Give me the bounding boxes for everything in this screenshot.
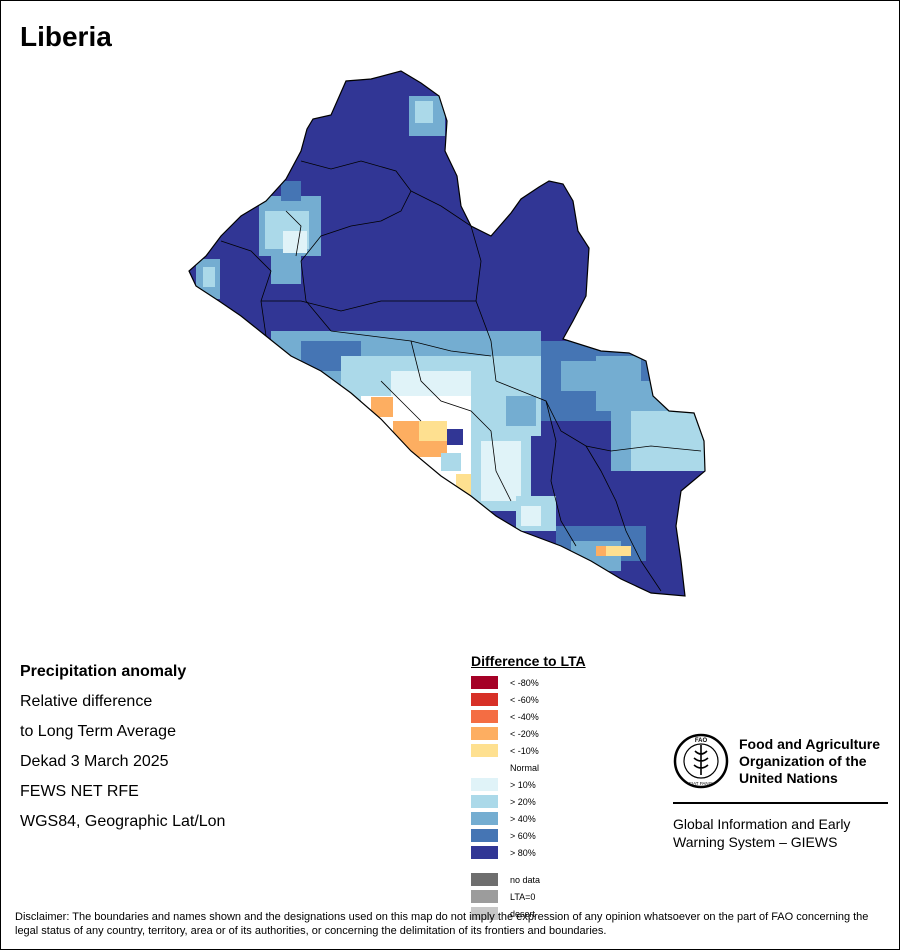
legend-label: < -10% <box>510 745 539 756</box>
anomaly-patch <box>203 267 215 287</box>
liberia-anomaly-map <box>188 70 706 597</box>
anomaly-patch <box>631 411 705 471</box>
info-line: to Long Term Average <box>20 723 176 740</box>
legend-swatch <box>471 744 498 757</box>
legend-item: no data <box>471 871 671 888</box>
map-title: Liberia <box>20 21 112 52</box>
anomaly-patch <box>447 429 463 445</box>
county-boundary <box>261 300 476 312</box>
info-line: WGS84, Geographic Lat/Lon <box>20 813 226 830</box>
legend-label: > 10% <box>510 779 536 790</box>
fao-divider <box>673 802 888 804</box>
legend: Difference to LTA < -80% < -60% < -40% < -2… <box>471 653 671 922</box>
legend-swatch <box>471 890 498 903</box>
legend-swatch <box>471 693 498 706</box>
county-boundaries <box>220 160 702 592</box>
legend-item: > 20% <box>471 793 671 810</box>
legend-items: < -80% < -60% < -40% < -20% < -10% Normal > 10… <box>471 674 671 861</box>
county-boundary <box>410 340 512 502</box>
county-boundary <box>285 210 302 257</box>
legend-label: < -40% <box>510 711 539 722</box>
anomaly-patch <box>506 396 536 426</box>
disclaimer: Disclaimer: The boundaries and names sho… <box>15 911 869 937</box>
info-line: Dekad 3 March 2025 <box>20 753 169 770</box>
legend-item: < -60% <box>471 691 671 708</box>
county-boundary <box>545 400 577 547</box>
legend-swatch <box>471 829 498 842</box>
legend-swatch <box>471 761 498 774</box>
legend-item: > 80% <box>471 844 671 861</box>
county-boundary <box>300 160 412 332</box>
legend-swatch <box>471 727 498 740</box>
giews-line: Global Information and Early <box>673 816 851 832</box>
legend-item: < -40% <box>471 708 671 725</box>
fao-logo-text: FAO <box>695 738 708 744</box>
fao-name: Food and Agriculture Organization of the… <box>739 736 889 787</box>
legend-swatch <box>471 795 498 808</box>
legend-item: Normal <box>471 759 671 776</box>
legend-label: < -20% <box>510 728 539 739</box>
legend-swatch <box>471 710 498 723</box>
legend-title: Difference to LTA <box>471 653 586 669</box>
legend-item: LTA=0 <box>471 888 671 905</box>
county-boundary <box>220 240 272 337</box>
legend-swatch <box>471 846 498 859</box>
legend-item: > 60% <box>471 827 671 844</box>
info-heading: Precipitation anomaly <box>20 663 187 680</box>
legend-item: > 10% <box>471 776 671 793</box>
giews-name: Global Information and Early Warning Sys… <box>673 815 888 851</box>
anomaly-patch <box>419 421 447 441</box>
legend-swatch <box>471 907 498 920</box>
county-boundary <box>495 380 702 452</box>
legend-label: > 40% <box>510 813 536 824</box>
anomaly-patch <box>415 101 433 123</box>
legend-item: < -80% <box>471 674 671 691</box>
county-boundary <box>380 380 422 422</box>
anomaly-patch <box>606 546 631 556</box>
legend-swatch <box>471 676 498 689</box>
legend-label: > 80% <box>510 847 536 858</box>
fao-name-line: Food and Agriculture <box>739 736 881 752</box>
legend-extra-items: no data LTA=0 desert <box>471 871 671 922</box>
legend-item: < -10% <box>471 742 671 759</box>
info-line: Relative difference <box>20 693 153 710</box>
fao-logo-icon: FAO FIAT PANIS <box>673 733 729 789</box>
legend-swatch <box>471 778 498 791</box>
fao-name-line: United Nations <box>739 770 838 786</box>
legend-label: < -80% <box>510 677 539 688</box>
legend-label: > 20% <box>510 796 536 807</box>
legend-label: Normal <box>510 762 540 773</box>
anomaly-patch <box>283 231 307 253</box>
legend-label: no data <box>510 874 541 885</box>
fao-logo-motto: FIAT PANIS <box>689 781 713 786</box>
anomaly-patch <box>521 506 541 526</box>
info-line: FEWS NET RFE <box>20 783 139 800</box>
legend-item: < -20% <box>471 725 671 742</box>
county-boundary <box>410 190 497 382</box>
anomaly-patch <box>281 181 301 201</box>
legend-item: desert <box>471 905 671 922</box>
giews-line: Warning System – GIEWS <box>673 834 838 850</box>
anomaly-raster <box>189 71 705 596</box>
legend-label: < -60% <box>510 694 539 705</box>
fao-name-line: Organization of the <box>739 753 867 769</box>
map-info-block: Precipitation anomaly Relative differenc… <box>20 657 420 837</box>
anomaly-patch <box>561 361 596 391</box>
county-boundary <box>585 445 662 592</box>
legend-label: LTA=0 <box>510 891 536 902</box>
legend-label: > 60% <box>510 830 536 841</box>
legend-swatch <box>471 873 498 886</box>
anomaly-patch <box>371 397 393 417</box>
anomaly-patch <box>271 256 301 284</box>
legend-label: desert <box>510 908 536 919</box>
legend-item: > 40% <box>471 810 671 827</box>
legend-swatch <box>471 812 498 825</box>
anomaly-patch <box>481 441 521 501</box>
anomaly-patch <box>441 453 461 471</box>
